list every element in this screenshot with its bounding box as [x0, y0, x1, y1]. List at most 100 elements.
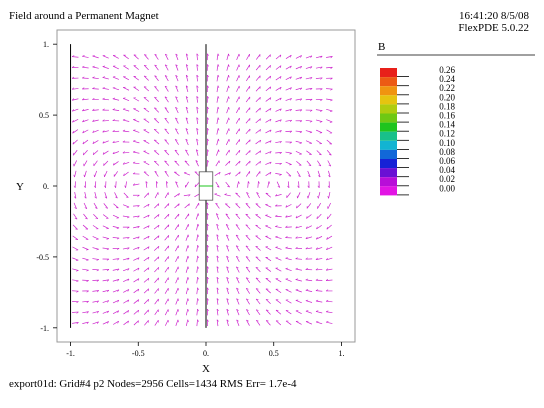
field-arrow: [183, 172, 191, 176]
field-arrow: [255, 96, 261, 103]
field-arrow: [72, 139, 78, 145]
field-arrow: [285, 278, 292, 282]
field-arrow: [112, 226, 120, 229]
field-arrow-head: [127, 310, 129, 313]
field-arrow: [154, 298, 159, 305]
field-arrow: [175, 53, 179, 61]
field-arrow: [154, 203, 160, 209]
field-arrow: [164, 128, 170, 135]
field-arrow-head: [277, 185, 281, 188]
field-arrow-head: [187, 266, 189, 269]
field-arrow: [143, 140, 150, 144]
field-arrow: [327, 160, 332, 167]
field-arrow: [255, 86, 261, 92]
field-arrow: [133, 278, 140, 283]
field-arrow-head: [206, 223, 209, 227]
field-arrow: [82, 224, 89, 230]
field-arrow-head: [328, 154, 332, 156]
field-arrow-head: [147, 236, 150, 239]
field-arrow: [164, 107, 169, 113]
field-arrow-head: [82, 76, 85, 79]
field-arrow: [144, 320, 149, 326]
field-arrow-head: [117, 258, 120, 261]
field-arrow: [164, 85, 169, 92]
field-arrow-head: [72, 119, 74, 123]
field-arrow-head: [320, 88, 323, 91]
field-arrow: [226, 255, 230, 263]
field-arrow: [265, 320, 271, 326]
field-arrow-head: [279, 108, 282, 111]
legend-label: 0.04: [439, 165, 455, 175]
field-arrow: [113, 203, 119, 209]
field-arrow-head: [207, 308, 209, 312]
field-arrow-head: [310, 55, 313, 58]
field-arrow: [295, 236, 303, 239]
field-arrow: [185, 96, 189, 103]
field-arrow: [224, 194, 231, 197]
field-arrow-head: [86, 290, 89, 293]
field-arrow: [185, 106, 189, 114]
field-arrow: [154, 107, 160, 113]
field-arrow-head: [217, 64, 220, 67]
field-arrow: [73, 202, 77, 209]
field-arrow: [305, 66, 313, 69]
field-arrow-head: [96, 259, 99, 261]
field-arrow-head: [239, 171, 241, 175]
field-arrow-head: [175, 85, 178, 88]
field-arrow: [74, 192, 77, 199]
field-arrow: [235, 256, 240, 263]
field-arrow-head: [299, 142, 302, 144]
field-arrow-head: [285, 236, 288, 238]
field-arrow-head: [147, 267, 150, 271]
field-arrow-head: [154, 54, 158, 56]
field-arrow-head: [102, 65, 106, 67]
field-arrow-head: [235, 224, 239, 226]
field-arrow-head: [71, 87, 75, 90]
field-arrow-head: [226, 255, 229, 258]
field-arrow-head: [228, 64, 230, 67]
field-arrow-head: [112, 108, 116, 110]
field-arrow: [92, 290, 99, 292]
field-arrow-head: [315, 247, 318, 250]
field-arrow: [226, 117, 230, 124]
field-arrow: [143, 150, 150, 155]
field-arrow-head: [246, 319, 249, 322]
field-arrow: [133, 151, 140, 154]
field-arrow: [215, 203, 220, 209]
field-arrow: [72, 119, 79, 123]
field-arrow: [174, 213, 180, 220]
field-arrow: [133, 309, 139, 315]
field-arrow-head: [296, 205, 298, 209]
field-arrow-head: [132, 183, 136, 186]
field-arrow: [226, 128, 230, 135]
field-arrow: [216, 266, 219, 273]
field-arrow: [226, 245, 230, 252]
field-arrow-head: [187, 309, 189, 312]
field-arrow: [103, 203, 109, 209]
field-arrow-head: [86, 259, 89, 261]
field-arrow: [305, 55, 313, 59]
chart-title: Field around a Permanent Magnet: [9, 10, 159, 22]
legend-swatch: [380, 77, 397, 87]
field-arrow-head: [325, 268, 329, 271]
field-arrow-head: [245, 245, 249, 247]
field-arrow: [153, 129, 160, 134]
field-arrow: [275, 130, 282, 133]
field-arrow-head: [285, 225, 288, 228]
field-arrow: [245, 75, 250, 82]
field-arrow: [185, 128, 189, 135]
field-arrow: [155, 181, 158, 188]
field-arrow: [92, 236, 99, 240]
field-arrow-head: [315, 268, 318, 271]
field-arrow-head: [186, 53, 189, 56]
field-arrow: [306, 203, 312, 209]
field-arrow: [296, 161, 302, 166]
y-tick-label: -1.: [40, 324, 49, 333]
field-arrow-head: [305, 299, 309, 301]
field-arrow: [255, 160, 261, 166]
field-arrow: [275, 236, 282, 239]
field-arrow: [196, 223, 199, 231]
field-arrow-head: [96, 311, 99, 314]
field-arrow: [184, 203, 190, 209]
field-arrow: [196, 85, 198, 93]
